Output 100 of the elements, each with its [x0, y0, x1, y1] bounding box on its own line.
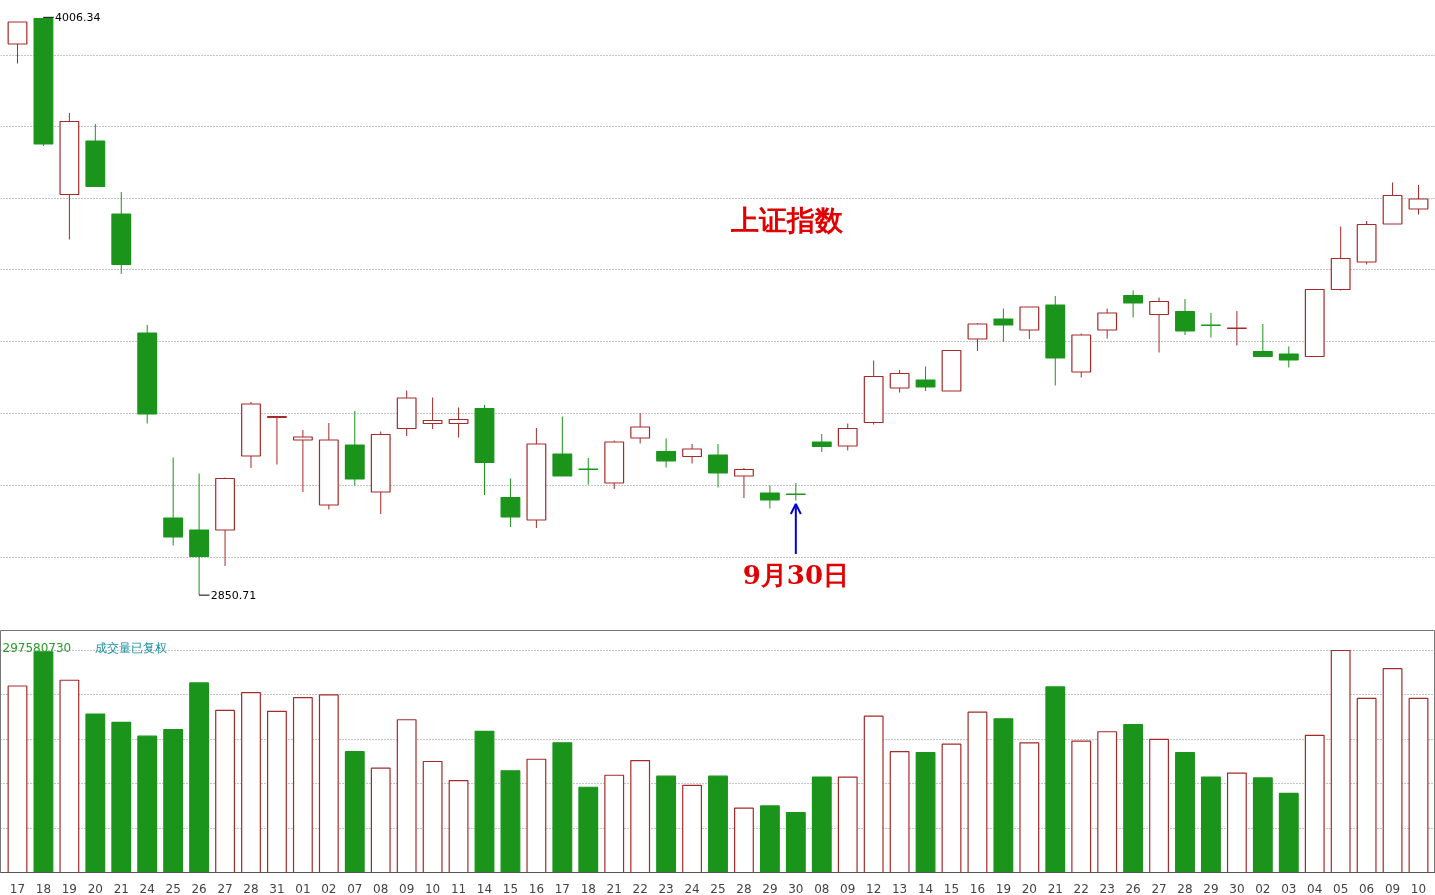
- x-tick-label: 22: [632, 881, 648, 895]
- x-tick-label: 26: [1125, 881, 1141, 895]
- bar: [837, 776, 858, 873]
- candlestick: [1019, 306, 1040, 340]
- candlestick: [915, 366, 936, 392]
- bar: [915, 752, 936, 873]
- x-tick-label: 18: [35, 881, 52, 895]
- candlestick: [1097, 308, 1118, 339]
- x-tick-label: 08: [373, 881, 389, 895]
- bar: [1019, 742, 1040, 873]
- x-tick-label: 03: [1281, 881, 1297, 895]
- bar: [578, 786, 599, 873]
- bar: [941, 743, 962, 873]
- bar: [500, 770, 521, 873]
- x-tick-label: 23: [658, 881, 674, 895]
- bar: [1356, 697, 1377, 873]
- bar: [759, 805, 780, 873]
- candlestick: [708, 443, 728, 488]
- x-tick-label: 02: [321, 881, 337, 895]
- x-tick-label: 09: [840, 881, 856, 895]
- bar: [33, 651, 54, 873]
- bar: [163, 728, 184, 873]
- x-tick-label: 26: [191, 881, 207, 895]
- bar: [137, 735, 158, 873]
- bar: [370, 767, 391, 873]
- candlestick: [630, 412, 651, 444]
- x-tick-label: 24: [684, 881, 700, 895]
- x-tick-label: 11: [450, 881, 467, 895]
- candlestick: [1408, 184, 1429, 215]
- x-tick-label: 23: [1099, 881, 1115, 895]
- candlestick: [1149, 297, 1169, 353]
- x-tick-label: 21: [113, 881, 129, 895]
- candlestick: [1175, 298, 1195, 336]
- candlestick: [1252, 323, 1273, 358]
- x-tick-label: 30: [1229, 881, 1245, 895]
- bar: [7, 685, 28, 873]
- bar: [993, 718, 1014, 873]
- candlestick: [267, 415, 287, 465]
- candlestick: [552, 416, 573, 477]
- x-tick-label: 28: [243, 881, 259, 895]
- bar: [422, 760, 443, 873]
- x-tick-label: 18: [580, 881, 596, 895]
- bar: [526, 758, 547, 873]
- x-tick-label: 14: [917, 881, 934, 895]
- candlestick: [837, 423, 858, 451]
- bar: [396, 719, 417, 873]
- x-tick-label: 28: [736, 881, 752, 895]
- candlestick: [759, 485, 780, 509]
- x-tick-label: 02: [1255, 881, 1271, 895]
- bar: [1149, 738, 1169, 873]
- x-tick-label: 09: [1384, 881, 1401, 895]
- x-tick-label: 17: [9, 881, 26, 895]
- candlestick: [1123, 290, 1144, 318]
- x-tick-label: 25: [710, 881, 726, 895]
- x-tick-label: 16: [528, 881, 545, 895]
- annotation: 4006.34: [55, 11, 101, 25]
- bar: [1408, 697, 1429, 873]
- candlestick: [682, 443, 702, 464]
- x-tick-label: 19: [995, 881, 1012, 895]
- candlestick: [1201, 312, 1221, 338]
- bar: [604, 774, 625, 873]
- bar: [734, 807, 754, 873]
- x-tick-label: 16: [969, 881, 986, 895]
- x-tick-label: 10: [424, 881, 441, 895]
- bar: [111, 721, 132, 873]
- bar: [1071, 740, 1092, 873]
- candlestick: [422, 397, 443, 430]
- bar: [85, 713, 106, 873]
- bar: [630, 760, 651, 873]
- x-tick-label: 19: [61, 881, 78, 895]
- x-tick-label: 01: [295, 881, 311, 895]
- x-tick-label: 30: [788, 881, 804, 895]
- x-tick-label: 31: [269, 881, 285, 895]
- x-tick-label: 06: [1358, 881, 1375, 895]
- x-tick-label: 27: [1151, 881, 1167, 895]
- bar: [189, 682, 210, 873]
- bar: [1201, 776, 1221, 873]
- candlestick: [734, 467, 754, 499]
- x-tick-label: 24: [139, 881, 155, 895]
- x-tick-label: 04: [1307, 881, 1323, 895]
- x-tick-label: 29: [762, 881, 778, 895]
- candlestick: [1278, 346, 1299, 368]
- x-tick-label: 14: [476, 881, 493, 895]
- bar: [292, 696, 313, 873]
- x-tick-label: 07: [347, 881, 363, 895]
- x-tick-label: 22: [1073, 881, 1089, 895]
- candlestick: [163, 457, 184, 546]
- x-tick-label: 17: [554, 881, 570, 895]
- x-tick-label: 21: [1047, 881, 1063, 895]
- candlestick: [448, 407, 469, 438]
- x-tick-label: 09: [399, 881, 415, 895]
- bar: [267, 710, 287, 873]
- bar: [1226, 772, 1247, 873]
- bar: [1330, 649, 1351, 873]
- bar: [682, 784, 702, 873]
- bar: [1304, 734, 1325, 873]
- text: 上证指数: [729, 204, 844, 237]
- x-tick-label: 28: [1177, 881, 1193, 895]
- x-tick-label: 20: [1021, 881, 1037, 895]
- candlestick: [1226, 310, 1247, 346]
